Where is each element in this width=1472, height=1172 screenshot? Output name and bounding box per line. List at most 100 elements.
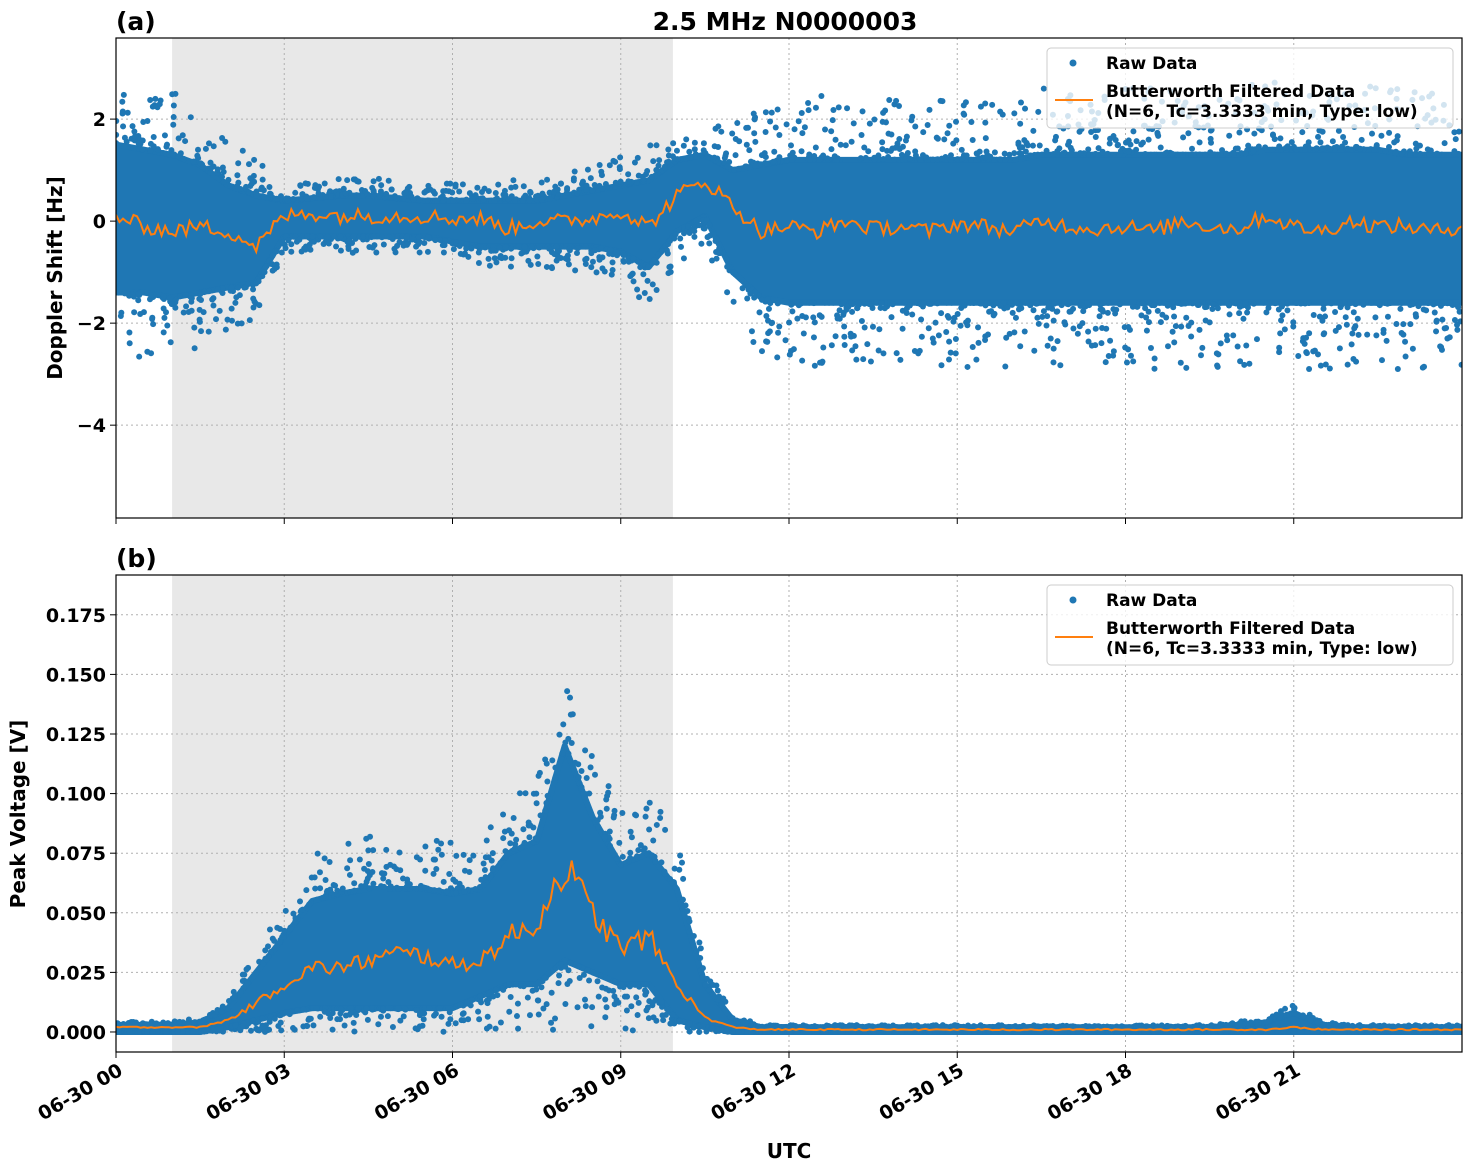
raw-data-point — [535, 260, 542, 267]
raw-data-point — [1018, 305, 1025, 312]
raw-data-point — [169, 151, 176, 158]
raw-data-point — [172, 304, 179, 311]
raw-data-point — [149, 1028, 156, 1035]
raw-data-point — [1348, 146, 1355, 153]
raw-data-point — [351, 887, 358, 894]
raw-data-point — [1074, 330, 1081, 337]
raw-data-point — [535, 772, 542, 779]
raw-data-point — [1373, 332, 1380, 339]
raw-data-point — [1007, 299, 1014, 306]
raw-data-point — [1103, 325, 1110, 332]
raw-data-point — [875, 156, 882, 163]
raw-data-point — [1402, 353, 1409, 360]
raw-data-point — [1458, 361, 1462, 368]
raw-data-point — [901, 299, 908, 306]
raw-data-point — [596, 161, 603, 168]
raw-data-point — [424, 197, 431, 204]
raw-data-point — [287, 925, 294, 932]
raw-data-point — [120, 91, 127, 98]
raw-data-point — [795, 118, 802, 125]
raw-data-point — [1244, 309, 1251, 316]
raw-data-point — [408, 236, 415, 243]
raw-data-point — [294, 1007, 301, 1014]
raw-data-point — [519, 197, 526, 204]
raw-data-point — [626, 983, 633, 990]
raw-data-point — [147, 96, 154, 103]
raw-data-point — [1033, 299, 1040, 306]
raw-data-point — [706, 986, 713, 993]
raw-data-point — [177, 150, 184, 157]
raw-data-point — [544, 792, 551, 799]
raw-data-point — [486, 262, 493, 269]
raw-data-point — [480, 881, 487, 888]
raw-data-point — [1125, 323, 1132, 330]
raw-data-point — [161, 314, 168, 321]
raw-data-point — [789, 149, 796, 156]
raw-data-point — [1284, 300, 1291, 307]
raw-data-point — [691, 233, 698, 240]
raw-data-point — [268, 948, 275, 955]
raw-data-point — [1010, 1024, 1017, 1031]
raw-data-point — [234, 183, 241, 190]
raw-data-point — [492, 1025, 499, 1032]
raw-data-point — [309, 233, 316, 240]
raw-data-point — [1062, 1028, 1069, 1035]
raw-data-point — [334, 1016, 341, 1023]
raw-data-point — [222, 138, 229, 145]
raw-data-point — [818, 93, 825, 100]
raw-data-point — [941, 136, 948, 143]
raw-data-point — [136, 353, 143, 360]
raw-data-point — [668, 879, 675, 886]
raw-data-point — [1057, 362, 1064, 369]
raw-data-point — [376, 192, 383, 199]
raw-data-point — [750, 338, 757, 345]
raw-data-point — [422, 885, 429, 892]
raw-data-point — [121, 290, 128, 297]
raw-data-point — [849, 308, 856, 315]
raw-data-point — [245, 964, 252, 971]
raw-data-point — [1085, 146, 1092, 153]
raw-data-point — [1424, 146, 1431, 153]
raw-data-point — [297, 182, 304, 189]
raw-data-point — [534, 997, 541, 1004]
raw-data-point — [452, 878, 459, 885]
raw-data-point — [466, 857, 473, 864]
raw-data-point — [1335, 127, 1342, 134]
raw-data-point — [832, 333, 839, 340]
raw-data-point — [139, 137, 146, 144]
raw-data-point — [571, 168, 578, 175]
raw-data-point — [1433, 150, 1440, 157]
raw-data-point — [430, 188, 437, 195]
raw-data-point — [1196, 151, 1203, 158]
raw-data-point — [1377, 1023, 1384, 1030]
raw-data-point — [885, 154, 892, 161]
raw-data-point — [378, 182, 385, 189]
raw-data-point — [576, 975, 583, 982]
raw-data-point — [511, 845, 518, 852]
raw-data-point — [662, 870, 669, 877]
raw-data-point — [307, 246, 314, 253]
raw-data-point — [588, 264, 595, 271]
raw-data-point — [435, 846, 442, 853]
raw-data-point — [1017, 120, 1024, 127]
raw-data-point — [384, 1013, 391, 1020]
raw-data-point — [442, 187, 449, 194]
raw-data-point — [873, 299, 880, 306]
raw-data-point — [1226, 132, 1233, 139]
raw-data-point — [1072, 151, 1079, 158]
raw-data-point — [232, 299, 239, 306]
raw-data-point — [1027, 152, 1034, 159]
raw-data-point — [866, 301, 873, 308]
raw-data-point — [480, 196, 487, 203]
raw-data-point — [1291, 1010, 1298, 1017]
raw-data-point — [475, 249, 482, 256]
raw-data-point — [584, 967, 591, 974]
raw-data-point — [129, 291, 136, 298]
raw-data-point — [507, 840, 514, 847]
raw-data-point — [322, 876, 329, 883]
raw-data-point — [811, 362, 818, 369]
raw-data-point — [650, 837, 657, 844]
raw-data-point — [763, 312, 770, 319]
raw-data-point — [278, 249, 285, 256]
raw-data-point — [1209, 151, 1216, 158]
